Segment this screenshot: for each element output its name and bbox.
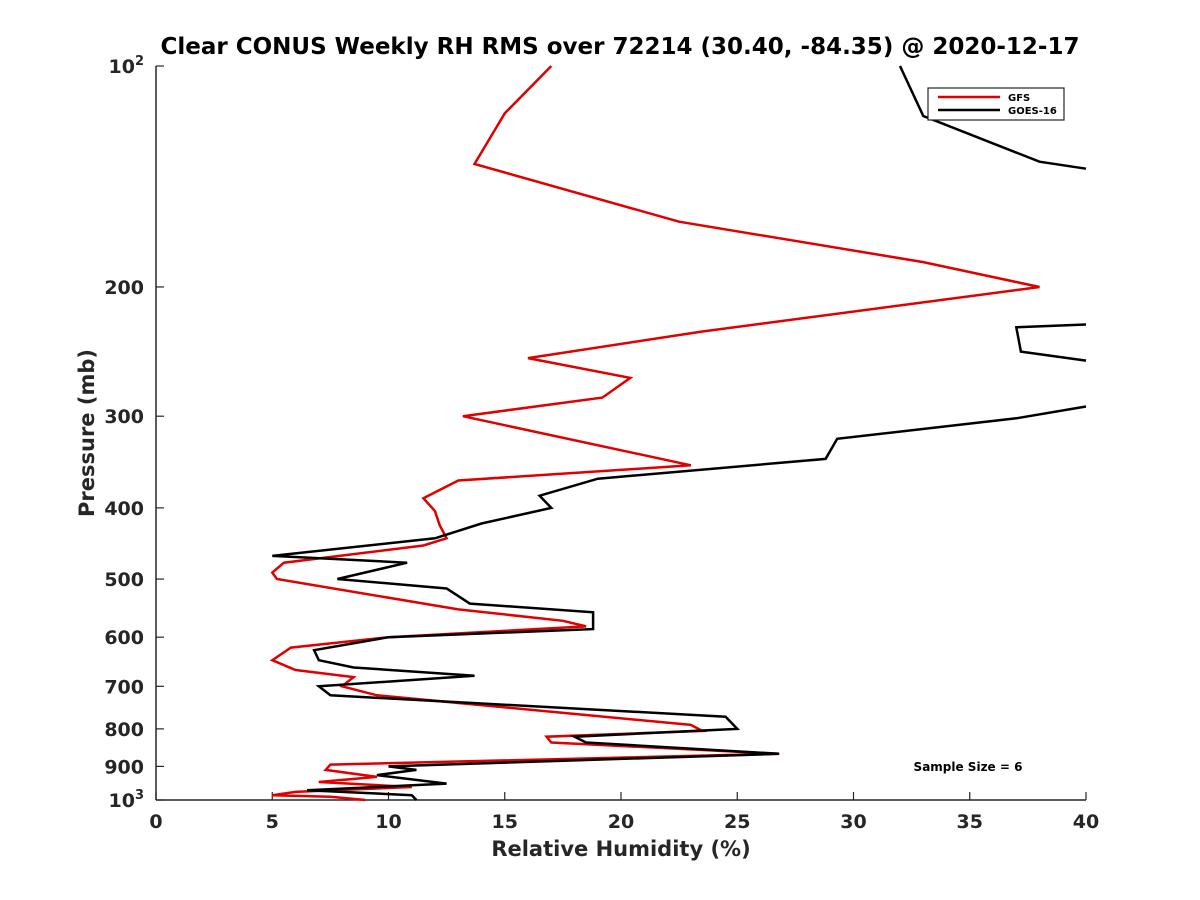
y-tick-label: 600 xyxy=(104,627,144,649)
y-tick-label: 500 xyxy=(104,569,144,591)
sample-size-annotation: Sample Size = 6 xyxy=(914,760,1023,774)
x-ticks: 0 5 10 15 20 25 30 35 40 xyxy=(149,792,1099,833)
x-tick-label: 10 xyxy=(375,811,401,833)
y-tick-label: 400 xyxy=(104,498,144,520)
legend-label-goes-16: GOES-16 xyxy=(1008,106,1057,117)
series-line-gfs xyxy=(269,65,1040,802)
x-tick-label: 5 xyxy=(266,811,279,833)
x-axis-label: Relative Humidity (%) xyxy=(491,837,750,861)
chart-title: Clear CONUS Weekly RH RMS over 72214 (30… xyxy=(161,34,1080,60)
series-line-goes-16 xyxy=(898,65,1087,170)
y-tick-label: 300 xyxy=(104,406,144,428)
y-tick-label: 800 xyxy=(104,719,144,741)
x-tick-label: 0 xyxy=(149,811,162,833)
series-line-goes-16 xyxy=(1014,323,1087,362)
x-tick-label: 15 xyxy=(492,811,518,833)
x-tick-label: 30 xyxy=(840,811,866,833)
y-tick-label: 900 xyxy=(104,756,144,778)
series-layer xyxy=(269,65,1087,802)
axes xyxy=(155,66,1086,801)
x-tick-label: 40 xyxy=(1073,811,1099,833)
legend-box xyxy=(927,87,1065,121)
legend: GFS GOES-16 xyxy=(927,87,1065,121)
y-tick-label-power: 102 xyxy=(109,54,145,78)
y-axis-label: Pressure (mb) xyxy=(75,349,99,517)
x-tick-label: 20 xyxy=(608,811,634,833)
x-tick-label: 25 xyxy=(724,811,750,833)
series-line-goes-16 xyxy=(272,405,1087,801)
y-tick-label: 700 xyxy=(104,676,144,698)
legend-label-gfs: GFS xyxy=(1008,93,1030,104)
y-ticks: 200 300 400 500 600 700 800 900 102 103 xyxy=(104,54,164,812)
x-tick-label: 35 xyxy=(957,811,983,833)
y-tick-label: 200 xyxy=(104,277,144,299)
y-tick-label-power: 103 xyxy=(109,788,145,812)
